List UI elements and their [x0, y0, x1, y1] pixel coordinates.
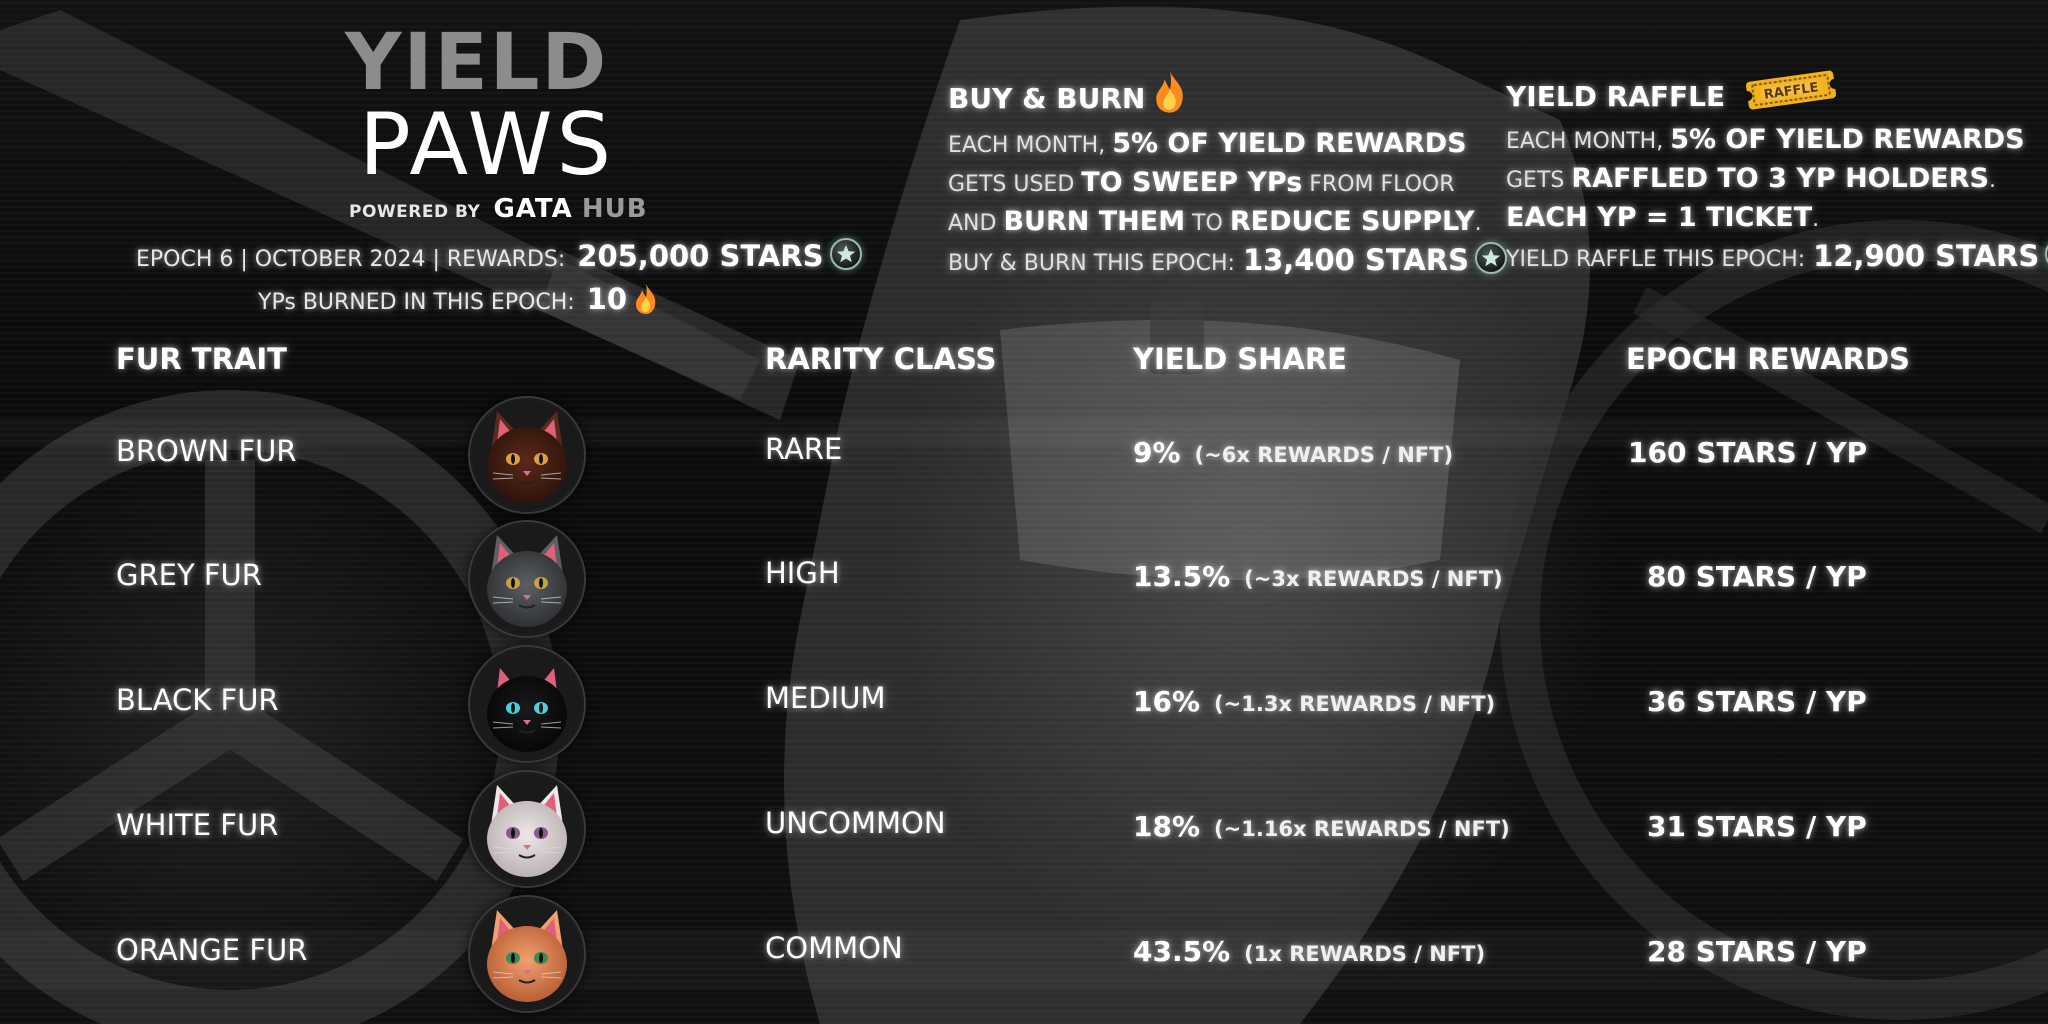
rarity-class: RARE — [765, 432, 843, 466]
yield-share: 9% (~6x REWARDS / NFT) — [1133, 436, 1453, 469]
fur-trait: BLACK FUR — [116, 683, 279, 717]
buy-burn-line-1: EACH MONTH, 5% OF YIELD REWARDS — [948, 128, 1467, 159]
yield-share-percent: 18% — [1133, 810, 1201, 843]
cat-face-icon — [473, 775, 581, 883]
epoch-reward: 28 STARS / YP — [1647, 935, 1867, 968]
table-row: WHITE FUR UNCOMMON 18% (~1.16x REWARDS / NF… — [0, 766, 2048, 891]
table-row: BROWN FUR RARE 9% (~6x REWARDS / NFT) 160 ST… — [0, 392, 2048, 517]
buy-burn-this-epoch: BUY & BURN THIS EPOCH: 13,400 STARS — [948, 242, 1508, 282]
epoch-rewards: 205,000 STARS — [577, 239, 824, 273]
yield-share-percent: 9% — [1133, 436, 1181, 469]
yield-share: 13.5% (~3x REWARDS / NFT) — [1133, 560, 1503, 593]
yield-share: 16% (~1.3x REWARDS / NFT) — [1133, 685, 1495, 718]
flame-icon — [633, 283, 659, 321]
epoch-reward: 36 STARS / YP — [1647, 685, 1867, 718]
star-coin-icon — [1475, 242, 1508, 274]
buy-burn-line-3: AND BURN THEM TO REDUCE SUPPLY. — [948, 206, 1482, 237]
raffle-ticket-icon: RAFFLE — [1739, 70, 1843, 121]
fur-trait: GREY FUR — [116, 558, 262, 592]
rarity-class: HIGH — [765, 556, 840, 590]
buy-burn-title: BUY & BURN — [948, 82, 1146, 115]
buy-burn-line-2: GETS USED TO SWEEP YPs FROM FLOOR — [948, 167, 1455, 198]
burned-info: YPs BURNED IN THIS EPOCH: 10 — [258, 282, 659, 321]
rarity-class: COMMON — [765, 931, 903, 965]
cat-avatar — [470, 398, 584, 512]
header-rarity-class: RARITY CLASS — [765, 342, 997, 376]
cat-avatar — [470, 897, 584, 1011]
yield-share: 43.5% (1x REWARDS / NFT) — [1133, 935, 1485, 968]
rarity-class: UNCOMMON — [765, 806, 946, 840]
header-fur-trait: FUR TRAIT — [116, 342, 287, 376]
cat-face-icon — [473, 525, 581, 633]
yield-share-percent: 16% — [1133, 685, 1201, 718]
cat-avatar — [470, 647, 584, 761]
raffle-line-3: EACH YP = 1 TICKET. — [1506, 202, 1820, 233]
burned-label: YPs BURNED IN THIS EPOCH: — [258, 290, 575, 315]
raffle-line-2: GETS RAFFLED TO 3 YP HOLDERS. — [1506, 163, 1996, 194]
powered-by-label: POWERED BY — [349, 202, 481, 222]
logo: YIELD PAWS POWERED BY GATA HUB — [345, 18, 648, 224]
flame-icon — [1151, 70, 1189, 125]
powered-by: POWERED BY GATA HUB — [349, 194, 648, 224]
epoch-reward: 160 STARS / YP — [1628, 436, 1868, 469]
rarity-class: MEDIUM — [765, 681, 886, 715]
yield-share-multiplier: (1x REWARDS / NFT) — [1244, 942, 1486, 966]
cat-avatar — [470, 772, 584, 886]
burned-value: 10 — [586, 282, 628, 316]
table-row: GREY FUR HIGH 13.5% (~3x REWARDS / NFT) 80 S… — [0, 516, 2048, 641]
table-row: ORANGE FUR COMMON 43.5% (1x REWARDS / NFT) 2… — [0, 891, 2048, 1016]
fur-trait: WHITE FUR — [116, 808, 279, 842]
fur-trait: BROWN FUR — [116, 434, 297, 468]
header-yield-share: YIELD SHARE — [1133, 342, 1347, 376]
buy-burn-panel: BUY & BURN EACH MONTH, 5% OF YIELD REWAR… — [948, 70, 1508, 282]
table-row: BLACK FUR MEDIUM 16% (~1.3x REWARDS / NFT) 3… — [0, 641, 2048, 766]
brand-hub: HUB — [581, 194, 648, 224]
yield-share-multiplier: (~1.16x REWARDS / NFT) — [1214, 817, 1510, 841]
yield-share-multiplier: (~3x REWARDS / NFT) — [1244, 567, 1503, 591]
epoch-info: EPOCH 6 | OCTOBER 2024 | REWARDS: 205,000… — [136, 238, 862, 273]
cat-face-icon — [473, 650, 581, 758]
logo-yield-text: YIELD — [345, 18, 609, 108]
cat-face-icon — [473, 900, 581, 1008]
raffle-line-1: EACH MONTH, 5% OF YIELD REWARDS — [1506, 124, 2025, 155]
epoch-reward: 31 STARS / YP — [1647, 810, 1867, 843]
fur-trait: ORANGE FUR — [116, 933, 308, 967]
epoch-label: EPOCH 6 | OCTOBER 2024 | REWARDS: — [136, 247, 566, 272]
yield-share-percent: 13.5% — [1133, 560, 1231, 593]
cat-face-icon — [473, 401, 581, 509]
header-epoch-rewards: EPOCH REWARDS — [1626, 342, 1910, 376]
epoch-reward: 80 STARS / YP — [1647, 560, 1867, 593]
logo-paws-text: PAWS — [359, 95, 616, 195]
yield-share: 18% (~1.16x REWARDS / NFT) — [1133, 810, 1510, 843]
raffle-this-epoch: YIELD RAFFLE THIS EPOCH: 12,900 STARS — [1506, 238, 2048, 278]
yield-share-percent: 43.5% — [1133, 935, 1231, 968]
yield-raffle-panel: YIELD RAFFLE RAFFLE EACH MONTH, 5% OF YIE… — [1506, 70, 2048, 278]
raffle-title: YIELD RAFFLE — [1506, 80, 1726, 113]
star-coin-icon — [829, 238, 862, 270]
brand-gata: GATA — [493, 194, 573, 224]
cat-avatar — [470, 522, 584, 636]
yield-share-multiplier: (~1.3x REWARDS / NFT) — [1214, 692, 1496, 716]
yield-share-multiplier: (~6x REWARDS / NFT) — [1194, 443, 1454, 467]
